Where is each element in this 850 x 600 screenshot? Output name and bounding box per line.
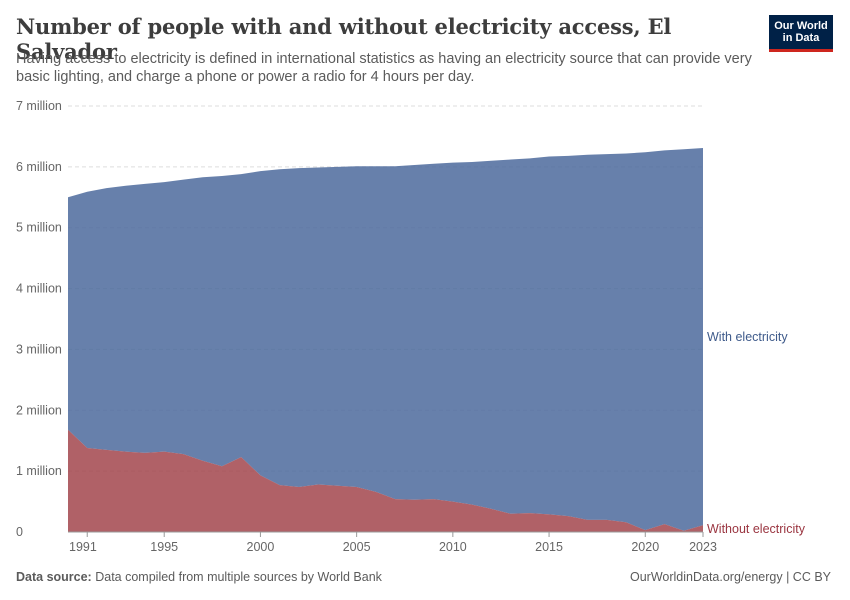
x-tick-label: 2020 <box>631 540 659 554</box>
data-source-text[interactable]: Data compiled from multiple sources by W… <box>95 570 382 584</box>
area-chart[interactable]: 0 1 million 2 million 3 million 4 million 5 m… <box>0 90 850 560</box>
y-tick-label: 7 million <box>16 99 62 113</box>
y-tick-label: 4 million <box>16 282 62 296</box>
x-tick-label: 1995 <box>150 540 178 554</box>
y-tick-label: 0 <box>16 525 23 539</box>
logo-line-1: Our World <box>774 20 828 32</box>
data-source: Data source: Data compiled from multiple… <box>16 570 382 584</box>
x-tick-label: 1991 <box>69 540 97 554</box>
x-tick-label: 2023 <box>689 540 717 554</box>
x-tick-label: 2000 <box>247 540 275 554</box>
x-tick-label: 2005 <box>343 540 371 554</box>
series-area-with-electricity[interactable] <box>68 147 703 531</box>
x-tick-label: 2015 <box>535 540 563 554</box>
y-tick-label: 6 million <box>16 160 62 174</box>
y-tick-label: 3 million <box>16 342 62 356</box>
series-label-with-electricity[interactable]: With electricity <box>707 330 788 344</box>
series-label-without-electricity[interactable]: Without electricity <box>707 522 806 536</box>
series-area-without-electricity[interactable] <box>68 429 703 532</box>
x-tick-label: 2010 <box>439 540 467 554</box>
chart-title: Number of people with and without electr… <box>16 14 672 64</box>
footer-url[interactable]: OurWorldinData.org/energy | CC BY <box>629 570 831 584</box>
logo-line-2: in Data <box>782 32 820 44</box>
data-source-label: Data source: <box>16 570 92 584</box>
y-tick-label: 2 million <box>16 403 62 417</box>
owid-logo[interactable]: Our World in Data <box>769 15 833 52</box>
y-tick-label: 1 million <box>16 464 62 478</box>
chart-subtitle: Having access to electricity is defined … <box>16 51 752 85</box>
y-tick-label: 5 million <box>16 221 62 235</box>
